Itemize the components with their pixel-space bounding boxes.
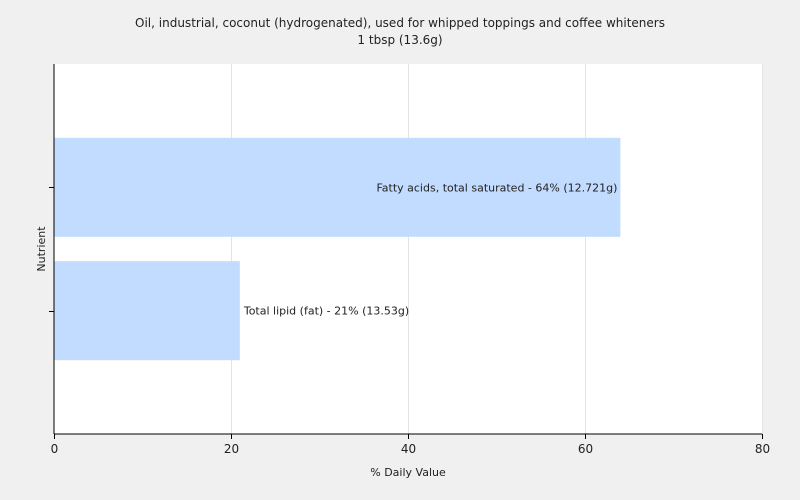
x-tick-label: 60	[578, 442, 593, 456]
bar-label: Total lipid (fat) - 21% (13.53g)	[243, 305, 409, 318]
bar	[54, 261, 240, 361]
bar	[54, 137, 621, 237]
grid-lines	[231, 64, 763, 434]
bar-labels: Fatty acids, total saturated - 64% (12.7…	[243, 181, 618, 317]
bars	[54, 137, 621, 361]
bar-label: Fatty acids, total saturated - 64% (12.7…	[376, 181, 617, 194]
x-ticks: 0 20 40 60 80	[51, 434, 770, 456]
x-tick-label: 80	[755, 442, 770, 456]
x-tick-label: 40	[401, 442, 416, 456]
y-axis-label: Nutrient	[35, 226, 48, 272]
chart-title: Oil, industrial, coconut (hydrogenated),…	[135, 16, 665, 30]
x-tick-label: 0	[51, 442, 59, 456]
x-axis-label: % Daily Value	[370, 466, 446, 479]
y-ticks	[49, 187, 54, 312]
x-tick-label: 20	[224, 442, 239, 456]
chart-subtitle: 1 tbsp (13.6g)	[357, 33, 442, 47]
